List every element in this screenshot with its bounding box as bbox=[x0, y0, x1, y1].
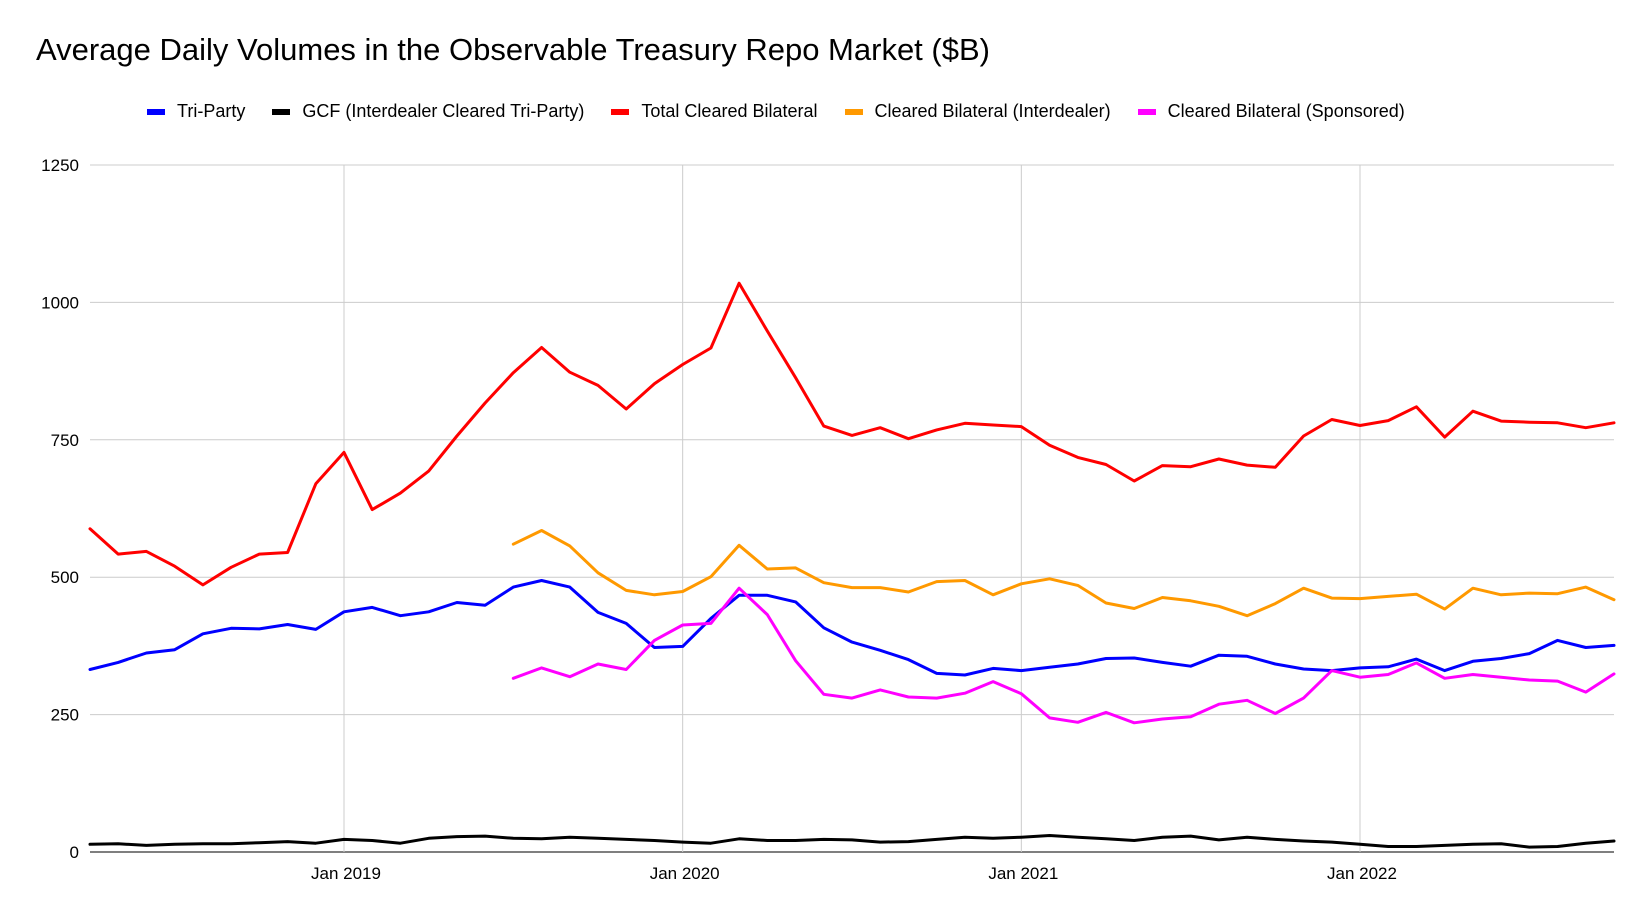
y-tick-label: 1250 bbox=[41, 156, 79, 175]
legend-label: Tri-Party bbox=[177, 101, 246, 121]
series-line-tri-party bbox=[88, 579, 1616, 677]
x-tick-label: Jan 2022 bbox=[1327, 864, 1397, 883]
legend-label: Cleared Bilateral (Sponsored) bbox=[1167, 101, 1405, 121]
legend-label: Cleared Bilateral (Interdealer) bbox=[874, 101, 1111, 121]
y-tick-label: 1000 bbox=[41, 293, 79, 312]
legend-swatch bbox=[844, 108, 863, 115]
legend-swatch bbox=[272, 108, 291, 115]
legend-item: Tri-Party bbox=[147, 101, 245, 122]
series-line-cleared-bilateral-interdealer bbox=[511, 529, 1616, 618]
legend-swatch bbox=[1137, 108, 1156, 115]
legend-item: Cleared Bilateral (Interdealer) bbox=[844, 101, 1111, 122]
x-tick-label: Jan 2020 bbox=[650, 864, 720, 883]
chart-legend: Tri-Party GCF (Interdealer Cleared Tri-Pa… bbox=[147, 101, 1432, 122]
legend-item: Cleared Bilateral (Sponsored) bbox=[1137, 101, 1405, 122]
y-tick-label: 250 bbox=[51, 706, 79, 725]
x-tick-label: Jan 2019 bbox=[311, 864, 381, 883]
series-lines bbox=[88, 281, 1616, 849]
legend-label: Total Cleared Bilateral bbox=[641, 101, 818, 121]
y-tick-label: 750 bbox=[51, 431, 79, 450]
y-tick-label: 500 bbox=[51, 568, 79, 587]
legend-swatch bbox=[147, 108, 165, 115]
y-tick-label: 0 bbox=[70, 843, 79, 862]
series-line-cleared-bilateral-sponsored bbox=[511, 586, 1616, 725]
chart-title: Average Daily Volumes in the Observable … bbox=[36, 32, 990, 67]
gridlines bbox=[90, 164, 1614, 853]
x-tick-label: Jan 2021 bbox=[988, 864, 1058, 883]
legend-item: GCF (Interdealer Cleared Tri-Party) bbox=[272, 101, 584, 122]
series-line-total-cleared-bilateral bbox=[88, 281, 1616, 587]
legend-swatch bbox=[611, 108, 630, 115]
x-axis: Jan 2019 Jan 2020 Jan 2021 Jan 2022 bbox=[311, 864, 1397, 883]
series-line-gcf-interdealer-cleared-tri-party bbox=[88, 834, 1616, 849]
legend-item: Total Cleared Bilateral bbox=[611, 101, 818, 122]
legend-label: GCF (Interdealer Cleared Tri-Party) bbox=[302, 101, 585, 121]
y-axis: 0 250 500 750 1000 1250 bbox=[41, 156, 79, 862]
